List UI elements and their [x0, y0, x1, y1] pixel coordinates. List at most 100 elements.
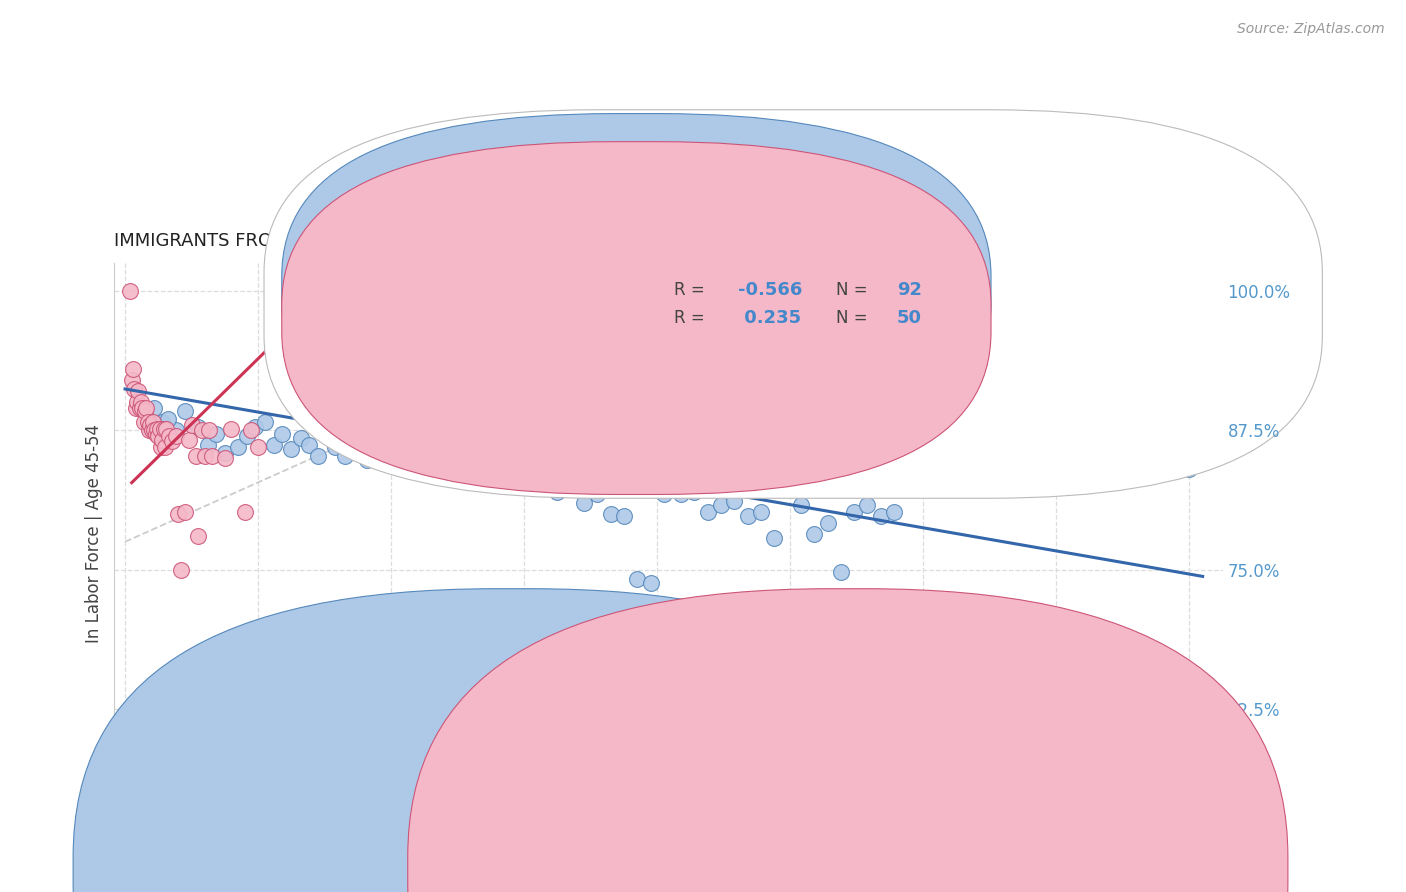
Point [128, 401, 150, 415]
Point [1118, 442, 1140, 457]
Point [200, 449, 222, 463]
Point [1132, 449, 1154, 463]
Point [749, 505, 772, 519]
Point [533, 474, 555, 488]
Point [945, 438, 967, 452]
Point [170, 563, 193, 577]
Text: N =: N = [835, 309, 873, 327]
Point [204, 426, 226, 441]
Point [124, 382, 146, 396]
Point [132, 416, 155, 430]
Text: R =: R = [673, 309, 710, 327]
Point [1039, 426, 1062, 441]
Point [1021, 449, 1043, 463]
Text: -0.566: -0.566 [738, 281, 803, 299]
Point [135, 401, 157, 415]
Point [152, 422, 174, 436]
Point [236, 429, 259, 443]
Point [214, 445, 236, 459]
Point [1078, 442, 1101, 457]
Point [418, 453, 440, 467]
Point [120, 284, 142, 298]
Point [136, 416, 159, 430]
Point [1091, 453, 1114, 467]
Point [976, 442, 998, 457]
Point [194, 449, 217, 463]
Point [145, 426, 167, 441]
Point [560, 479, 582, 493]
Text: 0.235: 0.235 [738, 309, 801, 327]
Point [180, 417, 202, 432]
Point [298, 438, 321, 452]
Point [963, 426, 986, 441]
Point [373, 442, 395, 457]
Point [191, 423, 214, 437]
Point [586, 487, 609, 501]
Text: Source: ZipAtlas.com: Source: ZipAtlas.com [1237, 22, 1385, 37]
Point [138, 420, 160, 434]
Point [127, 384, 149, 399]
Point [918, 420, 941, 434]
Point [652, 487, 675, 501]
Point [399, 442, 422, 457]
Point [803, 527, 825, 541]
Point [129, 395, 152, 409]
Point [842, 505, 865, 519]
Point [197, 438, 219, 452]
Point [1105, 438, 1128, 452]
Point [356, 453, 378, 467]
Point [333, 449, 356, 463]
Point [165, 423, 187, 437]
Point [856, 498, 879, 512]
Point [177, 434, 200, 448]
Point [245, 420, 267, 434]
Point [546, 484, 568, 499]
Point [165, 429, 187, 443]
Point [149, 422, 172, 436]
Point [307, 449, 329, 463]
Point [143, 401, 166, 415]
Point [382, 449, 405, 463]
Point [1008, 438, 1031, 452]
Point [280, 442, 302, 457]
Point [1164, 442, 1187, 457]
Point [506, 475, 529, 490]
Point [1191, 453, 1213, 467]
Point [160, 434, 183, 449]
Point [174, 404, 197, 418]
Text: R =: R = [673, 281, 710, 299]
Point [156, 412, 179, 426]
Point [710, 498, 733, 512]
Point [723, 493, 745, 508]
Point [932, 416, 955, 430]
Point [125, 401, 148, 415]
Point [174, 505, 197, 519]
Point [131, 401, 153, 415]
Point [869, 509, 891, 524]
Point [489, 475, 512, 490]
FancyBboxPatch shape [281, 113, 991, 467]
Point [240, 423, 263, 437]
Text: Bermudans: Bermudans [875, 863, 969, 881]
Point [263, 438, 285, 452]
Point [1152, 457, 1174, 471]
Point [150, 434, 173, 448]
Point [167, 507, 190, 521]
Point [883, 505, 905, 519]
Point [207, 783, 229, 797]
Point [696, 505, 718, 519]
Point [226, 440, 249, 454]
Point [471, 474, 494, 488]
Point [1178, 462, 1201, 476]
Point [572, 496, 595, 510]
Point [139, 417, 162, 432]
Point [1052, 440, 1074, 454]
Point [763, 532, 786, 546]
Point [253, 416, 276, 430]
Point [187, 529, 209, 543]
Point [626, 572, 648, 586]
Point [271, 426, 294, 441]
Point [444, 462, 467, 476]
Text: 92: 92 [897, 281, 922, 299]
Point [148, 429, 170, 443]
